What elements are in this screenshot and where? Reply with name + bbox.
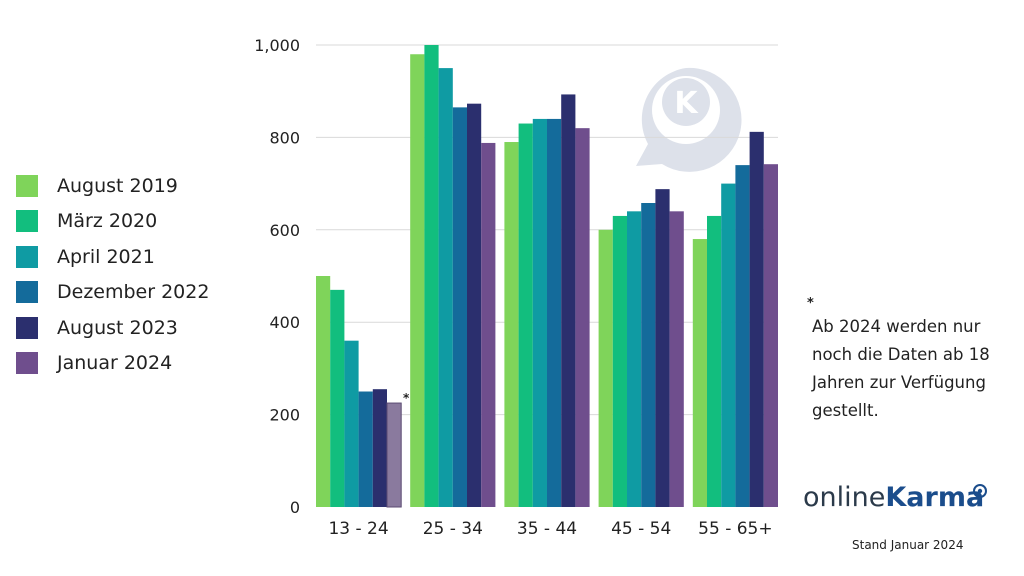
- bar: [763, 164, 778, 508]
- legend-item: Dezember 2022: [16, 275, 209, 311]
- bar-annotation: *: [403, 391, 410, 405]
- legend-label: Dezember 2022: [57, 281, 210, 304]
- footnote-text: Ab 2024 werden nur noch die Daten ab 18 …: [812, 317, 990, 420]
- bar: [518, 123, 533, 507]
- x-tick-label: 13 - 24: [328, 519, 388, 539]
- legend: August 2019 März 2020 April 2021 Dezembe…: [16, 168, 209, 381]
- bar: [612, 215, 627, 507]
- bar: [386, 402, 402, 508]
- bar: [330, 289, 345, 507]
- legend-swatch: [16, 245, 38, 268]
- brand-name-part1: online: [803, 482, 886, 513]
- x-tick-label: 45 - 54: [611, 519, 671, 539]
- bar: [598, 229, 613, 508]
- bar: [316, 276, 331, 507]
- bar: [707, 215, 722, 507]
- bar: [358, 391, 373, 507]
- bar: [575, 128, 590, 507]
- legend-label: April 2021: [57, 245, 155, 268]
- legend-label: August 2023: [57, 316, 178, 339]
- legend-label: Januar 2024: [57, 352, 173, 375]
- legend-item: April 2021: [16, 239, 209, 275]
- legend-item: August 2023: [16, 310, 209, 346]
- bar: [532, 118, 547, 508]
- bar: [547, 118, 562, 508]
- bar: [735, 165, 750, 507]
- bar: [452, 107, 467, 508]
- brand-logo: onlineKarma: [803, 482, 984, 513]
- y-tick-label: 600: [269, 221, 300, 240]
- x-tick-label: 35 - 44: [517, 519, 577, 539]
- bar: [641, 203, 656, 507]
- bar: [344, 340, 359, 507]
- brand-mark-icon: [973, 484, 987, 498]
- bar: [721, 183, 736, 507]
- stand-date: Stand Januar 2024: [852, 538, 964, 552]
- bar: [669, 211, 684, 507]
- legend-swatch: [16, 316, 38, 339]
- bar: [372, 389, 387, 507]
- bar: [692, 239, 707, 508]
- y-tick-label: 800: [269, 128, 300, 147]
- watermark-letter: K: [674, 86, 699, 121]
- brand-name-part2: Karma: [885, 482, 985, 513]
- bar: [749, 131, 764, 507]
- bar: [561, 94, 576, 508]
- x-tick-label: 55 - 65+: [698, 519, 772, 539]
- legend-swatch: [16, 352, 38, 375]
- legend-label: März 2020: [57, 210, 158, 233]
- legend-label: August 2019: [57, 174, 178, 197]
- bar: [655, 189, 670, 508]
- bar: [438, 68, 453, 507]
- note-asterisk: *: [807, 296, 814, 311]
- bar: [627, 211, 642, 507]
- legend-swatch: [16, 174, 38, 197]
- legend-item: März 2020: [16, 204, 209, 240]
- bar: [424, 45, 439, 507]
- legend-item: August 2019: [16, 168, 209, 204]
- legend-swatch: [16, 210, 38, 233]
- bar: [504, 142, 519, 507]
- y-tick-label: 200: [269, 406, 300, 425]
- bar: [481, 142, 496, 507]
- x-tick-label: 25 - 34: [423, 519, 483, 539]
- watermark-logo: K: [636, 67, 742, 172]
- legend-swatch: [16, 281, 38, 304]
- bar: [410, 54, 425, 508]
- bar: [467, 103, 482, 507]
- legend-item: Januar 2024: [16, 346, 209, 382]
- y-tick-label: 0: [290, 498, 300, 517]
- y-tick-label: 1,000: [254, 36, 300, 55]
- y-tick-label: 400: [269, 313, 300, 332]
